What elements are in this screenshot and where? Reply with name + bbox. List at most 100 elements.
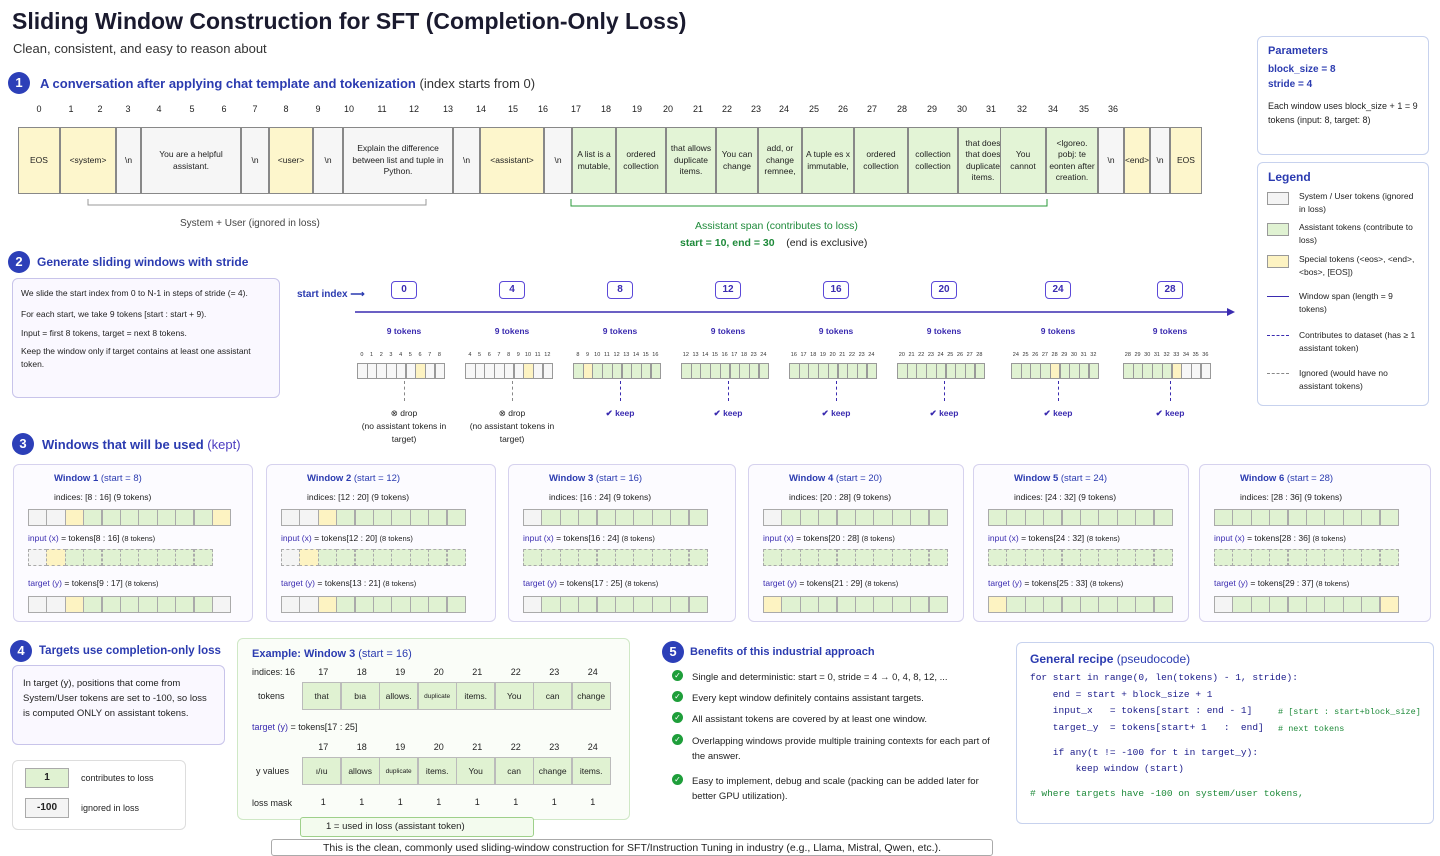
- example-token-cell: items.: [417, 757, 457, 785]
- window-cell: [596, 549, 616, 566]
- input-prefix: input (x): [763, 533, 794, 543]
- example-token-cell: can: [494, 757, 534, 785]
- token-index: 27: [866, 104, 877, 114]
- window-index: 10: [594, 352, 601, 358]
- target-cells: [281, 596, 466, 613]
- input-range: tokens[12 : 20]: [321, 533, 378, 543]
- benefit-text: Easy to implement, debug and scale (pack…: [692, 776, 979, 803]
- keep-icon: ✔︎: [713, 408, 721, 418]
- window-cell: [541, 596, 561, 613]
- example-token-cell: allows.: [379, 682, 419, 710]
- section-5-heading: Benefits of this industrial approach: [690, 646, 875, 658]
- loss-value-ignore: -100: [25, 798, 69, 818]
- token-text: EOS: [1177, 154, 1195, 165]
- token-text: \n: [124, 154, 133, 165]
- code-line: input_x = tokens[start : end - 1]: [1030, 705, 1253, 717]
- window-token-count: 9 tokens: [818, 326, 854, 336]
- window-index: 17: [800, 352, 807, 358]
- window-cell: [175, 596, 195, 613]
- window-cells: [465, 363, 554, 379]
- window-cell: [1135, 509, 1155, 526]
- window-cell: [1250, 596, 1270, 613]
- keep-label: keep: [831, 408, 851, 418]
- token-index: 13: [442, 104, 453, 114]
- recipe-title-note: (pseudocode): [1116, 652, 1191, 666]
- legend-swatch: [1267, 223, 1289, 236]
- example-number: 17: [318, 667, 329, 677]
- kept-window-cells: [1214, 509, 1399, 526]
- window-index: 0: [360, 352, 364, 358]
- token-index: 12: [408, 104, 419, 114]
- check-icon: ✓: [672, 670, 683, 681]
- window-index: 28: [1051, 352, 1058, 358]
- window-cell: [670, 549, 690, 566]
- example-token-cell: You: [494, 682, 534, 710]
- window-cells: [573, 363, 662, 379]
- input-prefix: input (x): [281, 533, 312, 543]
- input-prefix: input (x): [1214, 533, 1245, 543]
- example-tokens-label: tokens: [258, 691, 285, 701]
- window-verdict: ✔︎ keep: [899, 407, 989, 420]
- example-number: 1: [590, 797, 596, 807]
- window-start-index: 16: [823, 281, 849, 299]
- window-cell: [1006, 549, 1026, 566]
- benefit-item: ✓ Single and deterministic: start = 0, st…: [672, 670, 1002, 685]
- window-indices: 8 9 10 11 12 13 14 15 16: [573, 352, 660, 358]
- example-token-cell: change: [533, 757, 573, 785]
- window-cell: [1342, 509, 1362, 526]
- window-index: 16: [721, 352, 728, 358]
- window-cell: [446, 509, 466, 526]
- window-cell: [1061, 549, 1081, 566]
- window-cell: [988, 509, 1008, 526]
- window-index: 23: [858, 352, 865, 358]
- window-cell: [688, 549, 708, 566]
- window-index: 26: [1032, 352, 1039, 358]
- example-number: 1: [436, 797, 442, 807]
- token-index: 9: [315, 104, 321, 114]
- input-count: (8 tokens): [1312, 534, 1346, 543]
- kept-window-name: Window 5: [1014, 473, 1059, 484]
- example-number: 1: [397, 797, 403, 807]
- window-cell: [891, 549, 911, 566]
- loss-value-one-label: contributes to loss: [81, 773, 154, 783]
- kept-window-title: Window 6 (start = 28): [1240, 473, 1333, 484]
- window-cell: [1116, 549, 1136, 566]
- example-number: 19: [395, 742, 406, 752]
- window-cell: [836, 549, 856, 566]
- window-cell: [1232, 596, 1252, 613]
- window-index: 18: [740, 352, 748, 358]
- window-index: 15: [642, 352, 649, 358]
- token-cell: \n: [1098, 127, 1124, 194]
- legend-title: Legend: [1268, 170, 1311, 184]
- window-cell: [633, 549, 653, 566]
- token-index: 11: [377, 104, 387, 114]
- window-cell: [763, 549, 783, 566]
- window-index: 25: [1022, 352, 1029, 358]
- window-cell: [1250, 549, 1270, 566]
- window-cell: [372, 549, 393, 566]
- token-text: ordered collection: [623, 149, 659, 171]
- window-index: 1: [370, 352, 374, 358]
- window-cell: [1361, 509, 1381, 526]
- token-text: A tuple es x immutable,: [806, 149, 850, 171]
- window-cell: [1214, 549, 1234, 566]
- window-cell: [614, 509, 635, 526]
- window-index: 29: [1134, 352, 1141, 358]
- token-cell: \n: [116, 127, 141, 194]
- token-index: 28: [896, 104, 907, 114]
- window-index: 15: [711, 352, 718, 358]
- window-cell: [1305, 509, 1326, 526]
- input-range: tokens[8 : 16]: [68, 533, 120, 543]
- example-number: 23: [549, 742, 560, 752]
- example-token-cell: bıa: [340, 682, 380, 710]
- token-index: 36: [1107, 104, 1118, 114]
- token-index: 8: [283, 104, 289, 114]
- window-cell: [446, 596, 466, 613]
- target-range: tokens[13 : 21]: [324, 578, 381, 588]
- token-cell: A tuple es x immutable,: [802, 127, 854, 194]
- window-cell: [1305, 596, 1326, 613]
- param-note: Each window uses block_size + 1 = 9 toke…: [1268, 101, 1418, 125]
- legend-label: Contributes to dataset (has ≥ 1 assistan…: [1299, 330, 1416, 353]
- window-cell: [836, 596, 856, 613]
- kept-window-indices: indices: [8 : 16] (9 tokens): [54, 492, 152, 502]
